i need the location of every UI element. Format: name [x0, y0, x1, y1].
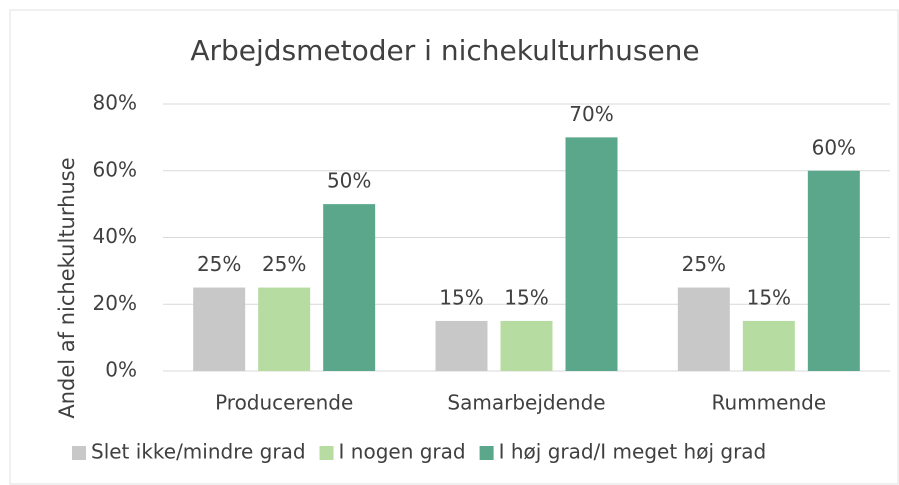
data-label: 15% — [439, 285, 483, 309]
bar — [323, 204, 376, 371]
data-label: 15% — [747, 285, 791, 309]
bar — [565, 137, 618, 371]
data-label: 15% — [504, 285, 548, 309]
y-tick-label: 40% — [93, 224, 137, 248]
y-tick-label: 0% — [105, 358, 137, 382]
legend-label: Slet ikke/mindre grad — [91, 440, 306, 464]
data-label: 25% — [262, 252, 306, 276]
y-tick-label: 80% — [93, 91, 137, 115]
data-label: 60% — [812, 135, 856, 159]
bar — [742, 320, 795, 371]
legend-swatch — [479, 446, 494, 460]
y-axis-label: Andel af nichekulturhuse — [55, 157, 79, 418]
bar — [677, 287, 730, 371]
data-label: 50% — [327, 169, 371, 193]
data-label: 25% — [682, 252, 726, 276]
y-tick-label: 60% — [93, 157, 137, 181]
chart-frame — [9, 9, 899, 485]
bar — [807, 170, 860, 371]
bar — [435, 320, 488, 371]
y-tick-label: 20% — [93, 291, 137, 315]
chart-title: Arbejdsmetoder i nichekulturhusene — [190, 34, 699, 67]
legend-swatch — [72, 446, 86, 460]
x-tick-label: Producerende — [215, 391, 353, 415]
legend-swatch — [319, 446, 334, 460]
bar — [500, 320, 553, 371]
legend-label: I høj grad/I meget høj grad — [499, 440, 767, 464]
data-label: 70% — [569, 102, 613, 126]
x-tick-label: Samarbejdende — [447, 391, 605, 415]
x-tick-label: Rummende — [712, 391, 827, 415]
legend-label: I nogen grad — [339, 440, 466, 464]
data-label: 25% — [197, 252, 241, 276]
bar — [193, 287, 246, 371]
bar — [258, 287, 311, 371]
